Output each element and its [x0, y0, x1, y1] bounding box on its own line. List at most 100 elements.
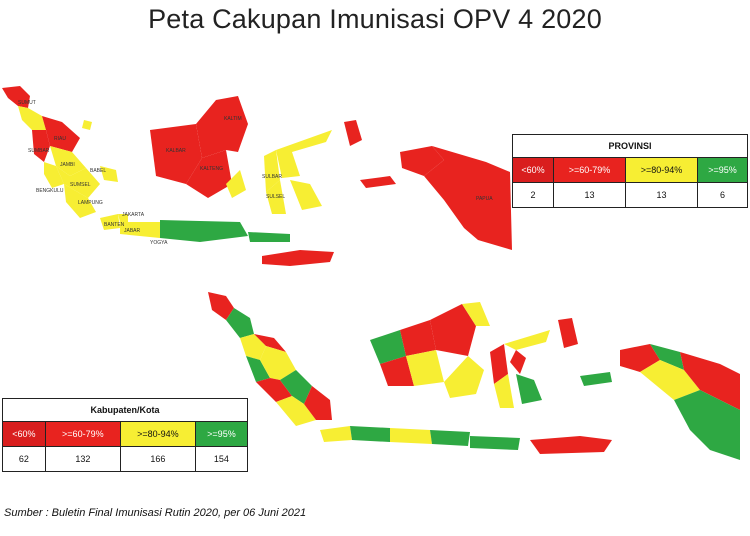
region-papua-barat	[400, 146, 444, 176]
region-ntt	[262, 250, 334, 266]
region-kab-sumatra-6	[260, 346, 296, 380]
label-sumbar: SUMBAR	[28, 148, 50, 154]
region-kab-sumatra-2	[226, 308, 254, 338]
region-kepri	[82, 120, 92, 130]
provinsi-count-lt60: 2	[511, 182, 555, 208]
region-kab-java-5	[470, 436, 520, 450]
region-kab-sumatra-8	[280, 370, 312, 404]
region-kab-java-4	[430, 430, 470, 446]
provinsi-cat-80-94: >=80-94%	[625, 157, 699, 183]
region-kab-sumatra-10	[304, 386, 332, 420]
region-sultra	[290, 180, 322, 210]
provinsi-cat-lt60: <60%	[511, 157, 555, 183]
region-jakarta	[118, 214, 128, 222]
region-kab-sul-2	[504, 330, 550, 350]
label-jabar: JABAR	[124, 228, 141, 234]
region-kab-kal-3	[380, 356, 414, 386]
provinsi-cat-ge95: >=95%	[697, 157, 748, 183]
kabupaten-count-lt60: 62	[2, 446, 46, 472]
region-jabar	[120, 222, 160, 238]
region-kab-sul-3	[494, 374, 514, 408]
label-kaltim: KALTIM	[224, 116, 242, 122]
region-kab-sumatra-5	[246, 356, 270, 382]
region-kab-java-3	[390, 428, 432, 444]
region-kab-sul-4	[516, 374, 542, 404]
region-kab-sul-5	[510, 350, 526, 374]
region-kalsel	[226, 170, 246, 198]
region-jambi	[50, 146, 86, 176]
region-kab-maluku-2	[580, 372, 612, 386]
provinsi-cat-60-79: >=60-79%	[553, 157, 627, 183]
region-kab-kal-6	[444, 356, 484, 398]
provinsi-count-80-94: 13	[625, 182, 699, 208]
kabupaten-legend: Kabupaten/Kota <60% >=60-79% >=80-94% >=…	[2, 398, 249, 472]
region-kab-sul-1	[490, 344, 508, 384]
region-sulsel	[266, 180, 286, 214]
kabupaten-cat-ge95: >=95%	[194, 421, 249, 447]
region-sumut	[18, 106, 46, 130]
region-kaltim	[196, 96, 248, 158]
kabupaten-cat-80-94: >=80-94%	[119, 421, 196, 447]
region-kab-kal-2	[400, 320, 436, 356]
kabupaten-legend-header: Kabupaten/Kota	[2, 398, 248, 422]
label-sumsel: SUMSEL	[70, 182, 91, 188]
region-kab-kal-7	[462, 302, 490, 326]
provinsi-legend-header: PROVINSI	[512, 134, 748, 158]
region-jateng-jatim	[160, 220, 248, 242]
region-maluku	[360, 176, 396, 188]
label-lampung: LAMPUNG	[78, 200, 103, 206]
region-kab-sumatra-4	[254, 334, 286, 352]
region-sulteng	[276, 130, 332, 178]
label-papua: PAPUA	[476, 196, 493, 202]
region-kab-sumatra-3	[240, 334, 266, 360]
kabupaten-cat-60-79: >=60-79%	[44, 421, 121, 447]
label-jambi: JAMBI	[60, 162, 75, 168]
region-bali-ntb	[248, 232, 290, 242]
label-riau: RIAU	[54, 136, 66, 142]
region-kab-papua-3	[640, 360, 700, 400]
kabupaten-count-60-79: 132	[44, 446, 121, 472]
region-lampung	[64, 184, 96, 218]
region-kab-sumatra-1	[208, 292, 234, 320]
label-sulbar: SULBAR	[262, 174, 282, 180]
region-banten	[100, 214, 120, 230]
page-title: Peta Cakupan Imunisasi OPV 4 2020	[148, 4, 602, 34]
region-kab-kal-5	[430, 304, 476, 356]
label-bengkulu: BENGKULU	[36, 188, 64, 194]
label-kalbar: KALBAR	[166, 148, 186, 154]
label-sumut: SUMUT	[18, 100, 36, 106]
source-note: Sumber : Buletin Final Imunisasi Rutin 2…	[4, 507, 307, 519]
region-kab-maluku-1	[558, 318, 578, 348]
label-jakarta: JAKARTA	[122, 212, 145, 218]
label-banten: BANTEN	[104, 222, 125, 228]
region-sumbar	[32, 130, 50, 162]
region-papua	[424, 146, 512, 250]
label-kalteng: KALTENG	[200, 166, 223, 172]
region-babel	[100, 166, 118, 182]
kabupaten-count-80-94: 166	[119, 446, 196, 472]
kabupaten-map	[208, 292, 740, 460]
region-kab-java-1	[320, 426, 352, 442]
region-kab-papua-5	[674, 390, 740, 460]
province-map: SUMUT RIAU SUMBAR JAMBI BABEL SUMSEL BEN…	[2, 86, 512, 266]
region-kab-papua-4	[680, 352, 740, 410]
label-babel: BABEL	[90, 168, 106, 174]
region-kab-ntt	[530, 436, 612, 454]
provinsi-count-60-79: 13	[553, 182, 627, 208]
region-aceh	[2, 86, 30, 108]
label-yogya: YOGYA	[150, 240, 168, 246]
region-kab-papua-1	[620, 344, 660, 372]
region-kab-java-2	[350, 426, 390, 442]
region-riau	[42, 116, 80, 152]
kabupaten-cat-lt60: <60%	[2, 421, 46, 447]
region-maluku-utara	[344, 120, 362, 146]
label-sulsel: SULSEL	[266, 194, 285, 200]
provinsi-legend: PROVINSI <60% >=60-79% >=80-94% >=95% 2 …	[511, 134, 748, 208]
provinsi-count-ge95: 6	[697, 182, 748, 208]
region-kab-sumatra-9	[276, 396, 316, 426]
region-kalbar	[150, 124, 202, 184]
region-sumsel	[56, 166, 100, 198]
region-bengkulu	[44, 162, 64, 188]
region-kab-kal-4	[406, 350, 444, 386]
region-kab-kal-1	[370, 330, 406, 364]
